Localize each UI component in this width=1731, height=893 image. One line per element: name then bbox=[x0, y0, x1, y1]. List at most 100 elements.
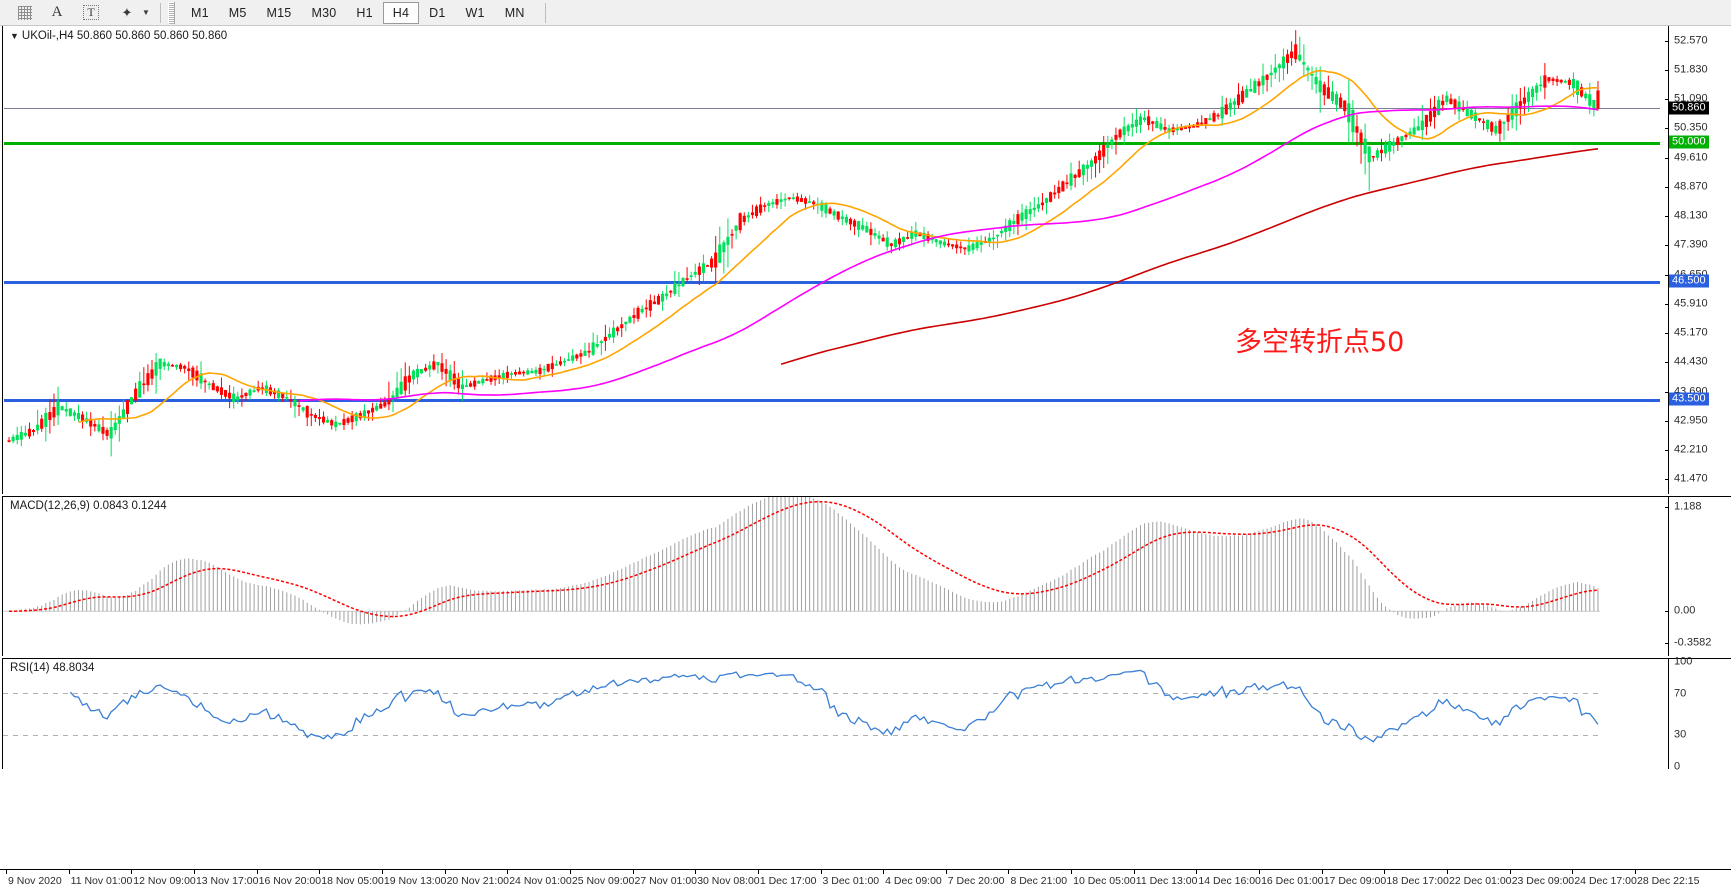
time-axis-label: 8 Dec 21:00 bbox=[1010, 875, 1068, 887]
time-tick-mark bbox=[1635, 870, 1636, 874]
timeframe-m30[interactable]: M30 bbox=[311, 5, 337, 20]
rsi-axis-line bbox=[1668, 659, 1669, 769]
price-tick-label: 42.210 bbox=[1674, 443, 1708, 456]
time-tick-mark bbox=[883, 870, 885, 874]
price-tick-label: 52.570 bbox=[1674, 34, 1708, 47]
timeframe-w1[interactable]: W1 bbox=[465, 5, 485, 20]
price-tick-label: 51.830 bbox=[1674, 63, 1708, 76]
price-tick-mark bbox=[1665, 245, 1669, 247]
timeframe-h1[interactable]: H1 bbox=[356, 5, 373, 20]
chart-caret-icon[interactable]: ▼ bbox=[10, 30, 19, 41]
dropdown-caret-icon[interactable]: ▼ bbox=[142, 8, 150, 17]
timeframe-d1[interactable]: D1 bbox=[429, 5, 446, 20]
macd-signal-line bbox=[9, 500, 1598, 618]
time-tick-mark bbox=[193, 870, 195, 874]
price-tick-mark bbox=[1665, 420, 1669, 422]
time-axis-label: 18 Dec 17:00 bbox=[1386, 875, 1449, 887]
time-axis-label: 14 Dec 16:00 bbox=[1198, 875, 1261, 887]
chart-annotation-text: 多空转折点50 bbox=[1235, 327, 1405, 358]
macd-tick-mark bbox=[1665, 611, 1669, 613]
time-axis-label: 11 Dec 13:00 bbox=[1135, 875, 1198, 887]
ma-slow-line bbox=[780, 148, 1599, 366]
timeframe-mn[interactable]: MN bbox=[504, 5, 525, 20]
timeframe-m15[interactable]: M15 bbox=[266, 5, 292, 20]
time-axis-label: 9 Nov 2020 bbox=[8, 875, 62, 887]
ma-fast-line bbox=[78, 69, 1599, 424]
time-axis-label: 27 Nov 01:00 bbox=[634, 875, 697, 887]
time-tick-mark bbox=[1071, 870, 1073, 874]
time-tick-mark bbox=[1572, 870, 1574, 874]
text-box-T-icon[interactable]: T bbox=[78, 1, 104, 25]
time-axis-label: 12 Nov 09:00 bbox=[133, 875, 196, 887]
time-tick-mark bbox=[444, 870, 446, 874]
time-axis-label: 17 Dec 09:00 bbox=[1323, 875, 1387, 887]
time-tick-mark bbox=[507, 870, 509, 874]
rsi-tick-label: 30 bbox=[1674, 728, 1687, 741]
price-axis-line bbox=[1668, 26, 1669, 494]
chart-canvas-area[interactable]: ▼ UKOil-,H4 50.860 50.860 50.860 50.860 多… bbox=[0, 26, 1731, 893]
time-axis-label: 16 Dec 01:00 bbox=[1261, 875, 1324, 887]
time-axis-label: 28 Dec 22:15 bbox=[1637, 875, 1700, 887]
rsi-tick-label: 70 bbox=[1674, 687, 1687, 700]
time-tick-mark bbox=[1008, 870, 1010, 874]
rsi-line bbox=[69, 669, 1599, 743]
price-tick-label: 41.470 bbox=[1674, 472, 1708, 485]
time-tick-mark bbox=[569, 870, 571, 874]
time-axis-label: 18 Nov 05:00 bbox=[321, 875, 384, 887]
time-axis-label: 24 Dec 17:00 bbox=[1574, 875, 1637, 887]
price-tick-label: 43.690 bbox=[1674, 385, 1708, 398]
price-axis[interactable]: 52.570 51.830 51.090 50.350 49.610 48.870 48.1… bbox=[1660, 26, 1731, 494]
macd-panel[interactable]: MACD(12,26,9) 0.0843 0.1244 1.188 0.00 -0.… bbox=[2, 496, 1731, 656]
price-tick-mark bbox=[1665, 69, 1669, 71]
timeframe-h4[interactable]: H4 bbox=[382, 1, 420, 24]
rsi-panel-left-border bbox=[2, 659, 3, 769]
timeframe-m5[interactable]: M5 bbox=[228, 5, 247, 20]
time-tick-mark bbox=[68, 870, 70, 874]
timeframe-m1[interactable]: M1 bbox=[191, 5, 209, 20]
time-tick-mark bbox=[6, 870, 7, 874]
time-tick-mark bbox=[820, 870, 822, 874]
time-axis-label: 13 Nov 17:00 bbox=[195, 875, 259, 887]
crosshair-grid-icon[interactable] bbox=[12, 1, 38, 25]
price-tick-mark bbox=[1665, 157, 1669, 159]
rsi-tick-label: 0 bbox=[1674, 760, 1681, 773]
price-badge-43-500: 43.500 bbox=[1669, 392, 1709, 406]
symbol-header[interactable]: ▼ UKOil-,H4 50.860 50.860 50.860 50.860 bbox=[10, 30, 227, 42]
timeframe-grip[interactable] bbox=[168, 1, 175, 24]
macd-axis[interactable]: 1.188 0.00 -0.3582 bbox=[1660, 497, 1731, 656]
time-axis-label: 16 Nov 20:00 bbox=[258, 875, 322, 887]
time-axis-label: 4 Dec 09:00 bbox=[885, 875, 942, 887]
price-tick-mark bbox=[1665, 186, 1669, 188]
price-tick-mark bbox=[1665, 450, 1669, 452]
rsi-panel[interactable]: RSI(14) 48.8034 100 70 30 0 bbox=[2, 656, 1731, 773]
price-tick-label: 48.130 bbox=[1674, 209, 1708, 222]
objects-icon[interactable]: ✦ bbox=[121, 4, 133, 20]
time-tick-mark bbox=[1509, 870, 1511, 874]
macd-tick-mark bbox=[1665, 642, 1669, 644]
rsi-label[interactable]: RSI(14) 48.8034 bbox=[10, 662, 95, 674]
chart-toolbar: A T ✦ ▼ M1 M5 M15 M30 H1 H4 D1 W1 MN bbox=[0, 0, 1731, 26]
macd-tick-label: 1.188 bbox=[1674, 500, 1702, 513]
macd-label[interactable]: MACD(12,26,9) 0.0843 0.1244 bbox=[10, 500, 167, 512]
price-tick-label: 42.950 bbox=[1674, 414, 1708, 427]
time-axis-label: 25 Nov 09:00 bbox=[571, 875, 635, 887]
price-tick-label: 49.610 bbox=[1674, 151, 1708, 164]
time-tick-mark bbox=[1196, 870, 1198, 874]
text-label-A-icon[interactable]: A bbox=[51, 4, 63, 20]
toolbar-divider bbox=[160, 2, 161, 23]
rsi-axis[interactable]: 100 70 30 0 bbox=[1660, 656, 1731, 773]
time-tick-mark bbox=[1321, 870, 1323, 874]
time-axis[interactable]: 9 Nov 2020 11 Nov 01:00 12 Nov 09:00 13 Nov… bbox=[0, 869, 1731, 893]
time-tick-mark bbox=[695, 870, 697, 874]
time-axis-label: 19 Nov 13:00 bbox=[383, 875, 447, 887]
price-tick-mark bbox=[1665, 40, 1669, 42]
support-43-5-line bbox=[4, 399, 1669, 402]
price-tick-mark bbox=[1665, 333, 1669, 335]
price-panel[interactable]: ▼ UKOil-,H4 50.860 50.860 50.860 50.860 多… bbox=[2, 26, 1731, 494]
price-tick-mark bbox=[1665, 99, 1669, 101]
time-tick-mark bbox=[632, 870, 634, 874]
toolbar-divider-2 bbox=[544, 2, 546, 23]
price-badge-46-500: 46.500 bbox=[1669, 274, 1709, 288]
time-tick-mark bbox=[945, 870, 947, 874]
macd-tick-label: -0.3582 bbox=[1674, 636, 1712, 649]
